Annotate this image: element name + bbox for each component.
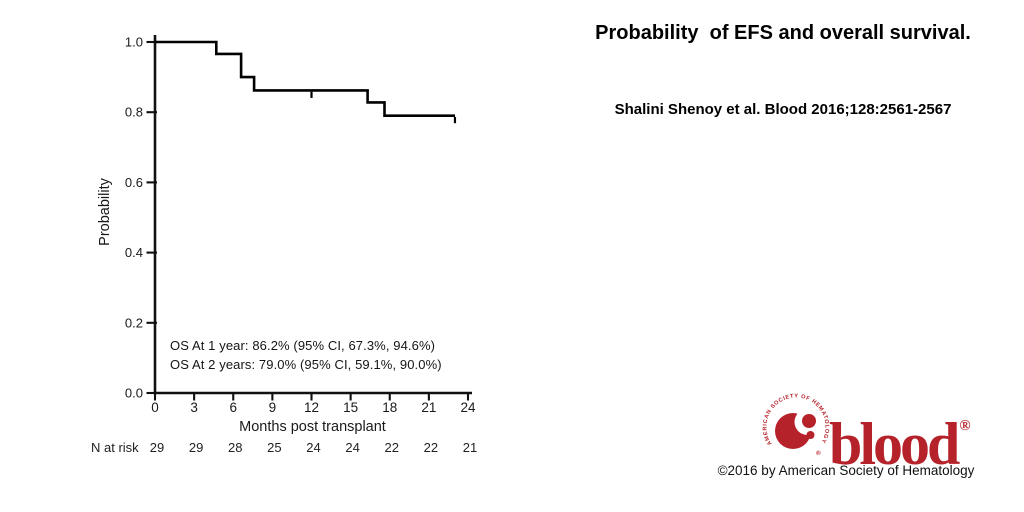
copyright-text: ©2016 by American Society of Hematology <box>717 463 975 478</box>
n-at-risk-value: 29 <box>149 440 165 455</box>
os-1yr-annotation: OS At 1 year: 86.2% (95% CI, 67.3%, 94.6… <box>170 338 436 353</box>
figure-citation: Shalini Shenoy et al. Blood 2016;128:256… <box>614 101 952 118</box>
blood-cell-small-icon <box>806 431 815 439</box>
y-tick-label: 1.0 <box>125 35 143 50</box>
x-tick-label: 0 <box>151 400 159 415</box>
n-at-risk-value: 28 <box>228 440 243 455</box>
x-tick-label: 12 <box>304 400 319 415</box>
n-at-risk-value: 24 <box>306 440 321 455</box>
ash-emblem-icon: AMERICAN SOCIETY OF HEMATOLOGY ® <box>762 394 829 457</box>
n-at-risk-label: N at risk <box>91 440 139 455</box>
km-chart-area: 0.0 0.2 0.4 0.6 0.8 1.0 0 3 6 9 12 15 18 21 24 Probabil… <box>91 35 478 456</box>
y-tick-label: 0.6 <box>125 175 143 190</box>
figure-title: Probability of EFS and overall survival. <box>595 22 971 44</box>
x-tick-label: 3 <box>190 400 198 415</box>
n-at-risk-value: 22 <box>384 440 399 455</box>
x-tick-label: 24 <box>460 400 476 415</box>
n-at-risk-value: 24 <box>345 440 360 455</box>
x-axis-title: Months post transplant <box>239 419 386 435</box>
wordmark-registered-mark: ® <box>959 418 971 434</box>
x-tick-label: 18 <box>382 400 397 415</box>
y-tick-label: 0.4 <box>125 245 143 260</box>
x-tick-label: 6 <box>229 400 237 415</box>
blood-wordmark: blood ® <box>829 397 971 474</box>
x-tick-label: 9 <box>269 400 277 415</box>
x-tick-label: 15 <box>343 400 358 415</box>
y-tick-label: 0.2 <box>125 315 143 330</box>
km-chart: 0.0 0.2 0.4 0.6 0.8 1.0 0 3 6 9 12 15 18 21 24 Probabil… <box>97 35 476 436</box>
emblem-registered-mark: ® <box>816 449 821 457</box>
os-2yr-annotation: OS At 2 years: 79.0% (95% CI, 59.1%, 90.… <box>170 357 442 372</box>
n-at-risk-value: 25 <box>267 440 282 455</box>
y-tick-label: 0.8 <box>125 105 143 120</box>
n-at-risk-value: 22 <box>423 440 439 455</box>
km-curve <box>155 40 455 117</box>
n-at-risk-value: 21 <box>462 440 478 455</box>
blood-wordmark-text: blood <box>829 411 960 477</box>
x-tick-label: 21 <box>421 400 436 415</box>
y-tick-label: 0.0 <box>125 386 143 401</box>
y-axis-title: Probability <box>97 177 113 245</box>
n-at-risk-value: 29 <box>188 440 204 455</box>
blood-cell-medium-icon <box>802 414 816 428</box>
